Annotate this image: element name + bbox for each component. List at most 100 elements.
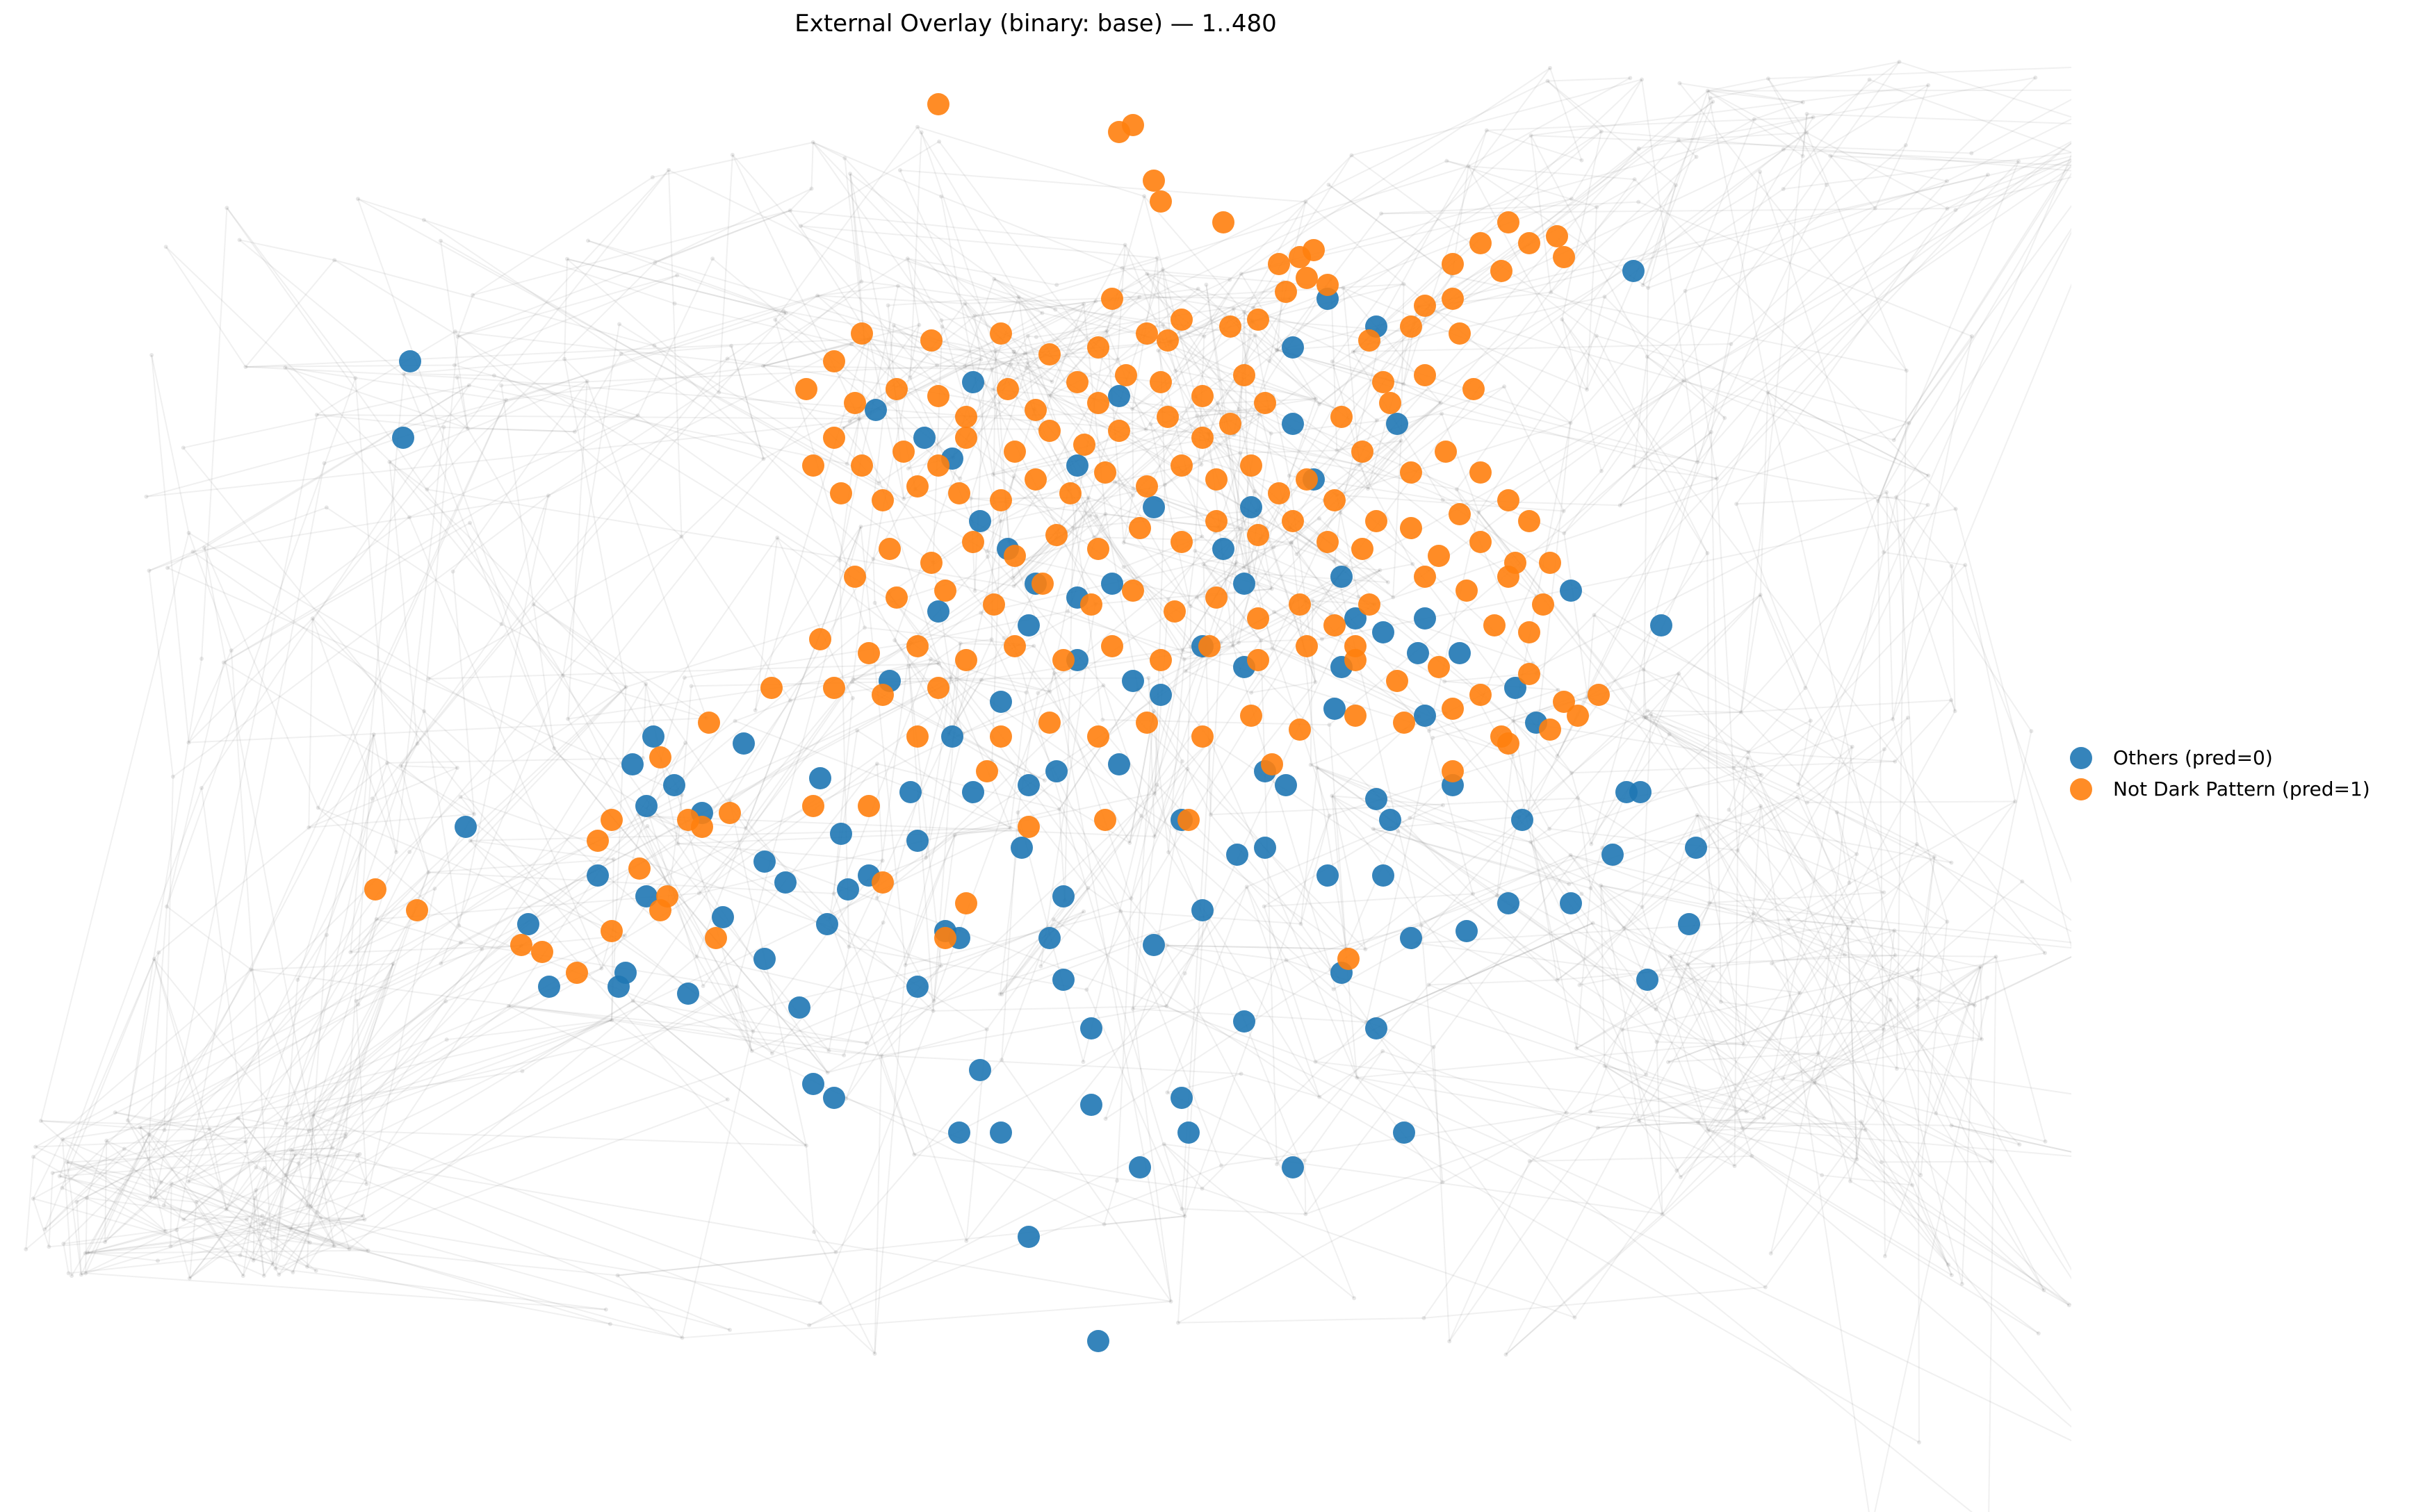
network-node [936, 661, 941, 666]
network-edge [1788, 919, 1895, 932]
network-node [743, 826, 748, 831]
point-not-dark-pattern [1539, 552, 1561, 574]
network-edge [1202, 420, 1378, 566]
network-edge [170, 1183, 172, 1247]
network-edge [736, 986, 830, 1051]
network-edge [562, 675, 707, 719]
network-node [311, 1112, 316, 1117]
network-edge [104, 1140, 108, 1242]
point-others [1560, 892, 1582, 914]
network-edge [1684, 119, 1755, 292]
network-edge [1570, 854, 1853, 923]
network-edge [184, 1215, 263, 1221]
network-edge [25, 1156, 35, 1249]
network-edge [124, 1003, 359, 1150]
network-edge [887, 305, 905, 499]
point-others [1365, 1017, 1387, 1040]
network-edge [44, 687, 627, 1230]
network-edge [1117, 288, 1199, 361]
point-not-dark-pattern [934, 580, 956, 602]
network-edge [1734, 999, 1891, 1167]
network-edge [1633, 356, 1648, 467]
network-node [343, 1131, 348, 1136]
network-node [1891, 438, 1896, 443]
network-edge [601, 677, 685, 969]
network-edge [726, 295, 818, 360]
network-node [1287, 473, 1291, 478]
network-node [1166, 597, 1171, 602]
network-edge [1417, 306, 1895, 441]
network-edge [1189, 528, 1241, 607]
network-edge [1895, 475, 1929, 498]
network-node [1944, 179, 1949, 183]
network-edge [154, 1197, 317, 1272]
point-not-dark-pattern [1240, 705, 1262, 727]
network-node [1139, 814, 1144, 819]
network-node [1654, 1007, 1658, 1012]
network-edge [33, 969, 252, 1158]
point-others [1171, 1087, 1193, 1109]
network-edge [1947, 176, 2071, 210]
network-node [1560, 317, 1565, 322]
network-edge [1027, 336, 1095, 538]
network-edge [332, 1147, 360, 1155]
network-node [144, 494, 149, 499]
network-edge [1889, 999, 2071, 1280]
network-edge [1275, 135, 1532, 351]
point-others [1330, 566, 1353, 588]
network-edge [745, 828, 934, 1012]
network-edge [356, 676, 952, 1002]
network-node [305, 1264, 310, 1269]
network-node [1366, 486, 1371, 491]
network-node [1882, 1254, 1887, 1258]
network-edge [309, 892, 700, 1132]
network-node [635, 413, 640, 418]
network-edge [1935, 967, 1982, 1114]
network-edge [1146, 273, 1240, 410]
network-edge [1911, 952, 2046, 978]
network-edge [25, 1197, 88, 1250]
network-edge [1563, 77, 2036, 534]
network-edge [1557, 954, 1845, 981]
network-edge [1331, 796, 1358, 1078]
network-node [1494, 893, 1499, 898]
network-edge [1643, 716, 1762, 776]
point-not-dark-pattern [983, 593, 1005, 616]
network-edge [1104, 513, 1139, 691]
network-node [1545, 79, 1550, 83]
network-node [1949, 698, 1954, 702]
network-edge [356, 962, 441, 1002]
network-edge [1892, 336, 1973, 720]
network-edge [1836, 812, 1963, 1285]
network-node [833, 1250, 838, 1255]
point-others [774, 871, 797, 894]
network-edge [1185, 670, 1252, 693]
network-edge [1547, 77, 1631, 82]
network-node [1758, 593, 1763, 598]
network-node [1399, 438, 1403, 443]
network-node [316, 805, 320, 810]
network-edge [873, 558, 1203, 657]
network-node [753, 708, 758, 713]
network-node [332, 1243, 336, 1248]
point-not-dark-pattern [1455, 580, 1478, 602]
network-node [652, 343, 657, 348]
network-edge [307, 945, 522, 1267]
network-node [296, 1161, 301, 1166]
network-node [781, 309, 786, 313]
network-node [1208, 812, 1213, 817]
network-edge [67, 1161, 161, 1183]
network-node [261, 1273, 266, 1278]
network-node [31, 1197, 35, 1201]
network-node [324, 505, 329, 510]
network-node [1694, 154, 1699, 159]
network-edge [81, 1205, 308, 1276]
network-node [1123, 243, 1127, 247]
network-node [1892, 928, 1897, 933]
network-edge [115, 1112, 246, 1143]
network-edge [1620, 432, 1712, 507]
network-edge [1642, 101, 1714, 286]
network-node [1884, 490, 1889, 495]
network-edge [1191, 405, 1255, 492]
network-node [2066, 1303, 2071, 1308]
